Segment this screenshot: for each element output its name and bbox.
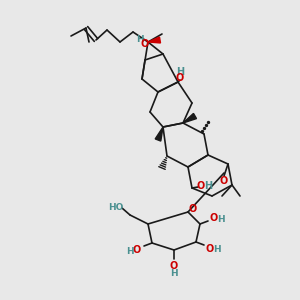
Polygon shape xyxy=(155,127,163,141)
Text: H: H xyxy=(136,34,144,43)
Text: O: O xyxy=(210,213,218,223)
Text: H: H xyxy=(217,214,225,224)
Text: H: H xyxy=(126,247,134,256)
Text: O: O xyxy=(220,176,228,186)
Text: O: O xyxy=(176,73,184,83)
Text: O: O xyxy=(189,204,197,214)
Text: O: O xyxy=(206,244,214,254)
Text: O: O xyxy=(133,245,141,255)
Text: O: O xyxy=(197,181,205,191)
Polygon shape xyxy=(183,113,196,123)
Text: H: H xyxy=(213,245,221,254)
Text: H: H xyxy=(170,269,178,278)
Text: O: O xyxy=(141,39,149,49)
Text: H: H xyxy=(204,181,212,191)
Text: O: O xyxy=(170,261,178,271)
Text: H: H xyxy=(176,67,184,77)
Text: HO: HO xyxy=(108,203,124,212)
Polygon shape xyxy=(148,37,161,43)
